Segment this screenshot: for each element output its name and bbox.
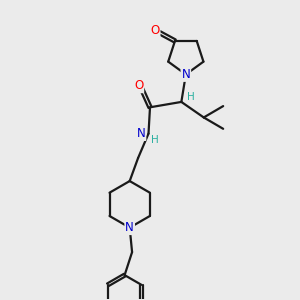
Text: N: N <box>182 68 190 81</box>
Text: O: O <box>150 24 160 37</box>
Text: N: N <box>125 221 134 234</box>
Text: H: H <box>151 134 159 145</box>
Text: H: H <box>187 92 195 101</box>
Text: N: N <box>137 127 146 140</box>
Text: O: O <box>134 79 143 92</box>
